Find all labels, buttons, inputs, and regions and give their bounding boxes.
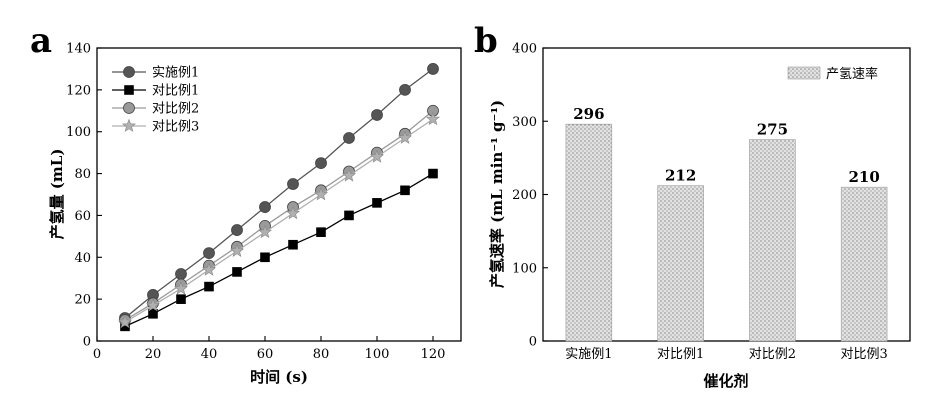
legend-label-a: 实施例1 <box>152 66 199 81</box>
data-point <box>177 295 186 304</box>
data-point <box>233 267 242 276</box>
legend-a: 实施例1 对比例1 对比例2 对比例3 <box>112 66 199 135</box>
y-tick-label-b: 0 <box>529 335 537 350</box>
x-tick-label-a: 40 <box>201 347 218 362</box>
panel-label-b: b <box>474 21 498 61</box>
series-3-a <box>120 105 439 325</box>
legend-marker-a <box>124 67 135 78</box>
x-axis-label-a: 时间 (s) <box>250 368 308 386</box>
y-tick-label-a: 40 <box>74 251 91 266</box>
data-point <box>204 248 215 259</box>
y-tick-label-a: 140 <box>66 42 91 57</box>
x-axis-label-b: 催化剂 <box>703 372 748 390</box>
y-tick-label-b: 400 <box>512 42 537 57</box>
bar <box>841 187 887 341</box>
data-point <box>317 228 326 237</box>
panel-label-a: a <box>30 21 52 61</box>
line-chart-panel-a: 0 20 40 60 80 100 120 0 20 40 60 80 100 120 140 实施例1 对比… <box>48 42 461 387</box>
bar-data-label: 210 <box>848 168 879 186</box>
x-tick-label-a: 60 <box>257 347 274 362</box>
bar-data-label: 275 <box>757 121 788 139</box>
legend-label-b: 产氢速率 <box>826 66 878 82</box>
legend-marker-a <box>125 86 134 95</box>
bar-data-label: 296 <box>573 105 604 123</box>
bar <box>566 124 612 341</box>
data-point <box>373 198 382 207</box>
legend-swatch-b <box>788 67 820 79</box>
y-tick-label-a: 20 <box>74 293 91 308</box>
legend-label-a: 对比例2 <box>152 102 199 117</box>
data-point <box>176 269 187 280</box>
y-tick-label-b: 200 <box>512 188 537 203</box>
data-point <box>372 109 383 120</box>
x-tick-label-a: 80 <box>313 347 330 362</box>
data-point <box>344 132 355 143</box>
data-point <box>205 282 214 291</box>
y-tick-label-a: 0 <box>83 335 91 350</box>
bars-group-b: 296 212 275 210 <box>566 105 887 341</box>
y-axis-label-b: 产氢速率 (mL min⁻¹ g⁻¹) <box>488 100 506 288</box>
legend-marker-a <box>123 120 135 132</box>
series-line-3 <box>125 111 433 320</box>
data-point <box>260 202 271 213</box>
data-point <box>428 63 439 74</box>
y-axis-label-a: 产氢量 (mL) <box>48 149 66 240</box>
y-tick-label-a: 100 <box>66 125 91 140</box>
y-tick-label-a: 80 <box>74 167 91 182</box>
x-tick-label-b: 对比例3 <box>840 347 887 362</box>
y-tick-label-a: 120 <box>66 83 91 98</box>
legend-b: 产氢速率 <box>788 66 878 82</box>
x-tick-label-a: 120 <box>421 347 446 362</box>
data-point <box>429 169 438 178</box>
data-point <box>149 309 158 318</box>
data-point <box>261 253 270 262</box>
bar <box>658 186 704 341</box>
data-point <box>232 225 243 236</box>
y-tick-label-a: 60 <box>74 209 91 224</box>
x-tick-label-a: 0 <box>93 347 101 362</box>
legend-label-a: 对比例3 <box>152 120 199 135</box>
bar <box>749 140 795 341</box>
data-point <box>401 186 410 195</box>
y-tick-label-b: 300 <box>512 115 537 130</box>
data-point <box>289 240 298 249</box>
data-point <box>316 158 327 169</box>
y-tick-label-b: 100 <box>512 261 537 276</box>
data-point <box>400 84 411 95</box>
series-line-2 <box>125 174 433 327</box>
x-tick-label-b: 实施例1 <box>565 347 612 362</box>
data-point <box>288 179 299 190</box>
legend-label-a: 对比例1 <box>152 84 199 99</box>
x-tick-label-b: 对比例1 <box>657 347 704 362</box>
x-tick-label-b: 对比例2 <box>749 347 796 362</box>
data-point <box>345 211 354 220</box>
bar-chart-panel-b: 0100200300400实施例1对比例1对比例2对比例3 2962122752… <box>488 42 910 391</box>
series-4-a <box>119 113 439 328</box>
x-tick-label-a: 100 <box>365 347 390 362</box>
x-tick-label-a: 20 <box>145 347 162 362</box>
series-2-a <box>121 169 438 331</box>
legend-marker-a <box>124 103 135 114</box>
bar-data-label: 212 <box>665 167 696 185</box>
